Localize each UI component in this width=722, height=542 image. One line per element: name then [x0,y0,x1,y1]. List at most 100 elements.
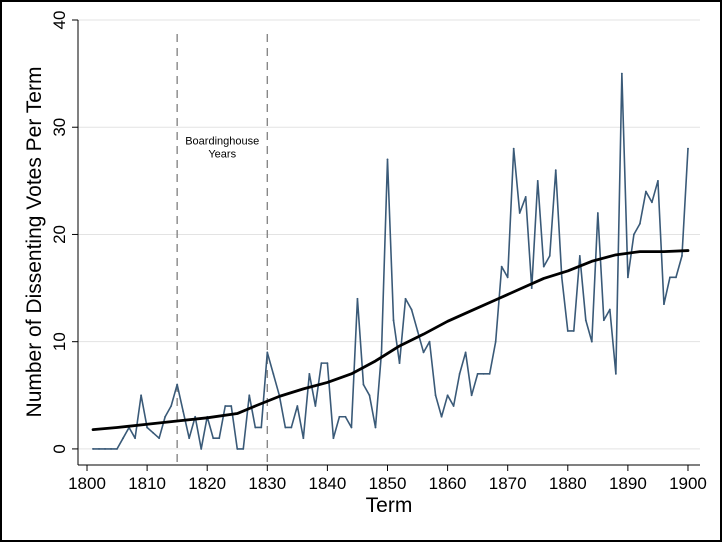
data-point-1888 [614,372,617,375]
data-point-1889 [620,72,623,75]
data-point-1865 [476,372,479,375]
data-point-1824 [230,405,233,407]
data-point-1875 [536,179,539,182]
data-point-1814 [170,405,173,407]
data-point-1864 [470,394,473,397]
y-tick-label-30: 30 [50,118,69,137]
data-point-1894 [651,201,653,204]
data-point-1856 [422,351,425,354]
data-point-1899 [681,255,683,257]
x-axis-title: Term [366,494,413,517]
data-point-1844 [350,426,353,429]
data-point-1890 [626,276,629,279]
x-tick-label-1860: 1860 [429,474,467,493]
data-point-1898 [675,276,677,279]
data-point-1815 [176,383,179,386]
data-point-1855 [416,330,419,332]
data-point-1805 [116,448,118,450]
data-point-1847 [368,394,371,397]
y-tick-label-40: 40 [50,11,69,30]
data-point-1849 [380,351,383,354]
data-point-1886 [602,319,605,322]
y-tick-label-0: 0 [50,444,69,453]
data-point-1857 [428,340,431,343]
data-point-1873 [524,196,527,198]
data-point-1877 [548,255,551,257]
data-point-1801 [92,448,94,450]
data-point-1837 [308,372,311,375]
data-point-1808 [134,437,136,440]
data-point-1860 [446,394,449,397]
data-point-1821 [212,437,215,440]
x-tick-label-1810: 1810 [128,474,166,493]
data-point-1823 [224,405,227,407]
x-tick-label-1830: 1830 [248,474,286,493]
x-tick-label-1880: 1880 [549,474,587,493]
data-point-1835 [296,405,299,407]
dissenting-votes-line [92,72,689,450]
data-point-1828 [254,426,257,429]
data-point-1834 [290,426,293,429]
annotation-line-2: Years [208,148,236,160]
x-tick-label-1870: 1870 [489,474,527,493]
data-point-1871 [512,147,515,150]
data-point-1843 [344,415,347,418]
data-point-1881 [572,330,575,332]
data-point-1892 [639,222,641,225]
data-point-1885 [596,212,599,214]
data-point-1853 [404,297,407,300]
data-point-1887 [608,308,611,311]
data-point-1851 [392,319,395,322]
data-point-1868 [494,340,497,343]
data-point-1841 [332,437,335,440]
boardinghouse-markers [176,34,269,465]
data-point-1816 [182,410,185,413]
axes [77,20,700,466]
data-point-1872 [518,212,521,214]
data-point-1818 [194,415,197,418]
data-point-1862 [458,372,461,375]
data-point-1825 [236,448,239,450]
data-point-1810 [146,426,149,429]
data-point-1812 [158,437,161,440]
data-point-1876 [542,265,545,268]
data-point-1819 [200,448,203,450]
data-point-1895 [657,179,659,182]
data-point-1845 [356,297,359,300]
data-point-1848 [374,426,377,429]
y-tick-label-20: 20 [50,225,69,244]
x-tick-label-1840: 1840 [308,474,346,493]
data-point-1839 [320,362,323,365]
data-point-1869 [500,265,503,268]
data-point-1802 [98,448,100,450]
data-point-1896 [663,303,665,306]
data-point-1806 [122,437,124,440]
x-tick-label-1890: 1890 [609,474,647,493]
x-tick-label-1900: 1900 [669,474,707,493]
data-point-1882 [578,255,581,257]
data-point-1878 [554,169,557,172]
data-point-1804 [110,448,112,450]
data-point-1829 [260,426,263,429]
data-point-1867 [488,372,491,375]
x-axis-ticks: 1800 1810 1820 1830 1840 1850 1860 1870 1880 1890… [68,465,707,493]
data-point-1891 [632,233,635,236]
data-point-1831 [272,372,275,375]
data-point-1870 [506,276,509,279]
y-tick-label-10: 10 [50,332,69,351]
data-point-1840 [326,362,329,365]
data-point-1846 [362,383,365,386]
data-point-1879 [560,276,563,279]
data-point-1830 [266,351,269,354]
data-point-1850 [386,158,389,161]
data-point-1897 [669,276,671,279]
data-point-1883 [584,319,587,322]
data-point-1817 [188,437,191,440]
data-point-1884 [590,340,593,343]
data-point-1811 [152,431,155,434]
data-point-1863 [464,351,467,354]
data-point-1858 [434,394,437,397]
y-axis-title: Number of Dissenting Votes Per Term [23,67,46,418]
y-axis-ticks: 0 10 20 30 40 [50,11,78,454]
